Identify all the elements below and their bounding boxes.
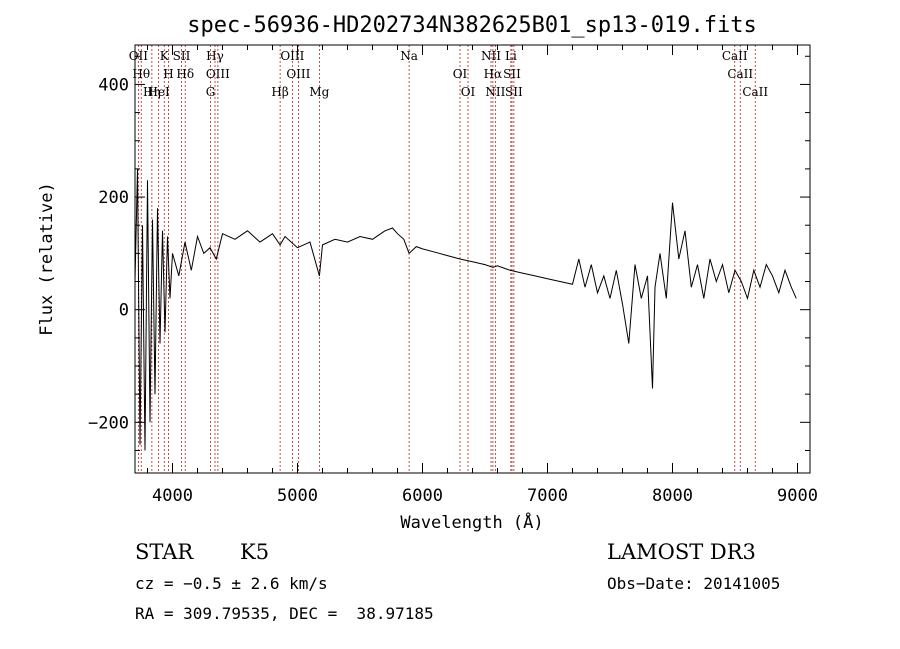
object-subclass: K5 xyxy=(240,540,270,564)
line-marker-label: CaII xyxy=(742,85,768,99)
line-marker-label: Hθ xyxy=(132,67,150,81)
line-marker-label: Hη xyxy=(143,85,161,99)
line-marker-label: Hβ xyxy=(271,85,288,99)
line-markers xyxy=(137,45,756,473)
line-marker-label: SII xyxy=(505,85,523,99)
x-tick-label: 4000 xyxy=(152,486,193,506)
line-marker-label: OI xyxy=(453,67,468,81)
y-tick-label: 200 xyxy=(98,188,129,208)
spectrum-line xyxy=(134,168,797,451)
chart-title: spec-56936-HD202734N382625B01_sp13-019.f… xyxy=(187,13,757,38)
survey-name: LAMOST DR3 xyxy=(607,540,756,564)
line-marker-label: NII xyxy=(485,85,505,99)
line-marker-labels: OIIHθHηKHHeISIIHδGHγOIIIHβOIIIOIIIMgNaOI… xyxy=(129,49,769,99)
line-marker-label: Hγ xyxy=(206,49,224,63)
line-marker-label: Na xyxy=(400,49,418,63)
redshift-cz: cz = −0.5 ± 2.6 km/s xyxy=(135,574,328,593)
x-tick-label: 8000 xyxy=(652,486,693,506)
line-marker-label: G xyxy=(206,85,216,99)
line-marker-label: Hα xyxy=(484,67,503,81)
line-marker-label: H xyxy=(163,67,173,81)
line-marker-label: OI xyxy=(461,85,476,99)
line-marker-label: Hδ xyxy=(176,67,194,81)
x-axis-ticks: 4000 5000 6000 7000 8000 9000 xyxy=(147,45,818,506)
line-marker-label: SII xyxy=(503,67,521,81)
y-tick-label: −200 xyxy=(88,413,129,433)
y-tick-label: 400 xyxy=(98,75,129,95)
line-marker-label: Li xyxy=(505,49,517,63)
x-axis-label: Wavelength (Å) xyxy=(400,511,543,533)
y-axis-ticks: −200 0 200 400 xyxy=(88,55,810,451)
line-marker-label: OIII xyxy=(206,67,230,81)
line-marker-label: K xyxy=(160,49,170,63)
sky-coordinates: RA = 309.79535, DEC = 38.97185 xyxy=(135,604,434,623)
x-tick-label: 7000 xyxy=(527,486,568,506)
observation-date: Obs−Date: 20141005 xyxy=(607,574,781,593)
line-marker-label: NII xyxy=(481,49,501,63)
line-marker-label: SII xyxy=(173,49,191,63)
x-tick-label: 6000 xyxy=(402,486,443,506)
line-marker-label: CaII xyxy=(727,67,753,81)
line-marker-label: OIII xyxy=(280,49,304,63)
line-marker-label: OIII xyxy=(286,67,310,81)
x-tick-label: 9000 xyxy=(777,486,818,506)
plot-frame xyxy=(134,44,811,474)
y-tick-label: 0 xyxy=(119,301,129,321)
x-tick-label: 5000 xyxy=(277,486,318,506)
line-marker-label: Mg xyxy=(309,85,329,99)
line-marker-label: HeI xyxy=(147,85,170,99)
line-marker-label: CaII xyxy=(722,49,748,63)
y-axis-label: Flux (relative) xyxy=(37,182,57,336)
object-class: STAR xyxy=(135,540,194,564)
